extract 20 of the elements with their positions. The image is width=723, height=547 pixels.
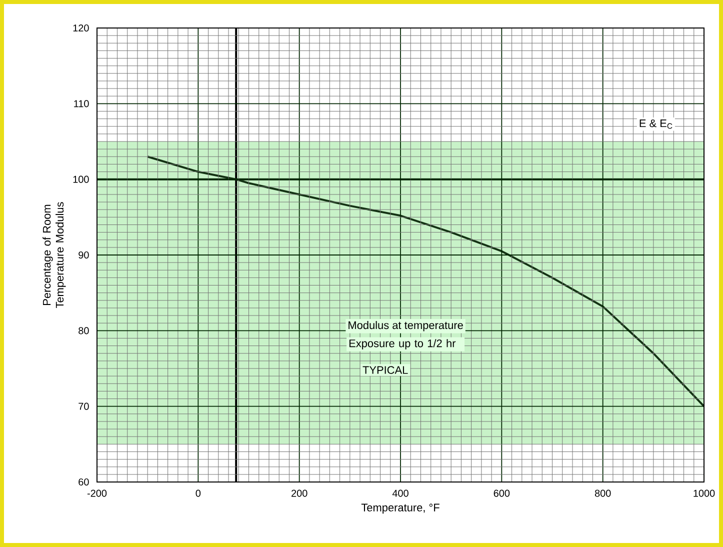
y-axis-title: Percentage of Room Temperature Modulus <box>42 202 66 308</box>
y-tick-label: 70 <box>78 402 89 410</box>
annotation: Modulus at temperature <box>348 321 463 332</box>
y-tick-label: 120 <box>73 24 89 32</box>
annotation: TYPICAL <box>362 366 408 374</box>
x-axis-title: Temperature, °F <box>361 504 440 514</box>
x-tick-label: -200 <box>87 490 107 497</box>
y-tick-label: 80 <box>78 327 89 334</box>
y-tick-label: 60 <box>78 478 89 486</box>
annotation: E & E$_{C}$ <box>640 119 672 129</box>
annotation: Exposure up to 1/2 hr <box>349 339 456 350</box>
y-tick-label: 110 <box>74 100 89 108</box>
x-tick-label: 800 <box>594 490 611 497</box>
x-tick-label: 600 <box>494 490 510 497</box>
x-tick-label: 0 <box>196 490 201 497</box>
x-tick-label: 200 <box>292 490 308 497</box>
x-tick-label: 1000 <box>694 490 715 497</box>
y-tick-label: 90 <box>78 251 89 259</box>
x-tick-label: 400 <box>392 490 408 497</box>
y-tick-label: 100 <box>73 176 89 183</box>
